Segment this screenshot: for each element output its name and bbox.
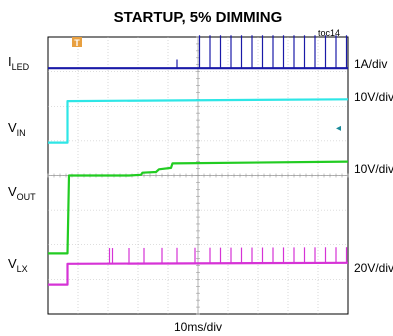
- trace-line-vlx: [48, 261, 349, 286]
- scale-iled: 1A/div: [354, 57, 387, 71]
- figure-id: toc14: [318, 28, 340, 38]
- channel-offset-marker: ◂: [336, 123, 341, 134]
- scale-vin: 10V/div: [354, 90, 393, 104]
- trigger-marker: T: [72, 37, 82, 48]
- x-axis-label: 10ms/div: [174, 320, 222, 334]
- trace-vout: [48, 160, 349, 255]
- trace-vin: [48, 98, 349, 144]
- scale-vout: 10V/div: [354, 162, 393, 176]
- plot-area: [47, 35, 349, 315]
- label-iled: ILED: [8, 54, 30, 72]
- trace-line-vin: [48, 98, 349, 144]
- trace-iled: [48, 35, 348, 70]
- label-vin: VIN: [8, 120, 26, 138]
- traces: [48, 35, 349, 286]
- label-vlx: VLX: [8, 256, 28, 274]
- chart-title: STARTUP, 5% DIMMING: [114, 9, 283, 26]
- trace-line-vout: [48, 160, 349, 255]
- label-vout: VOUT: [8, 184, 36, 202]
- scale-vlx: 20V/div: [354, 261, 393, 275]
- trigger-marker-label: T: [74, 38, 80, 48]
- trace-vlx: [48, 247, 349, 286]
